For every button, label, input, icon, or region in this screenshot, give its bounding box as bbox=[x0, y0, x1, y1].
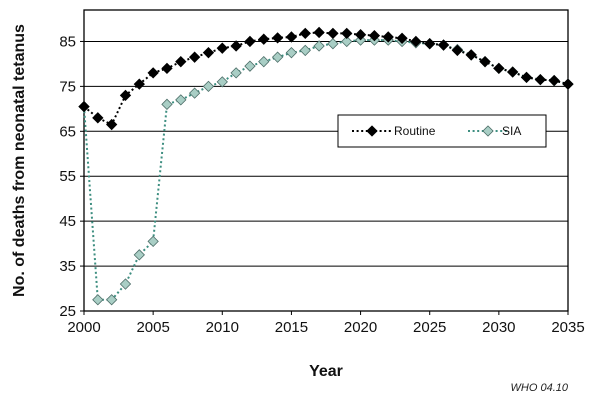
point-routine-2008 bbox=[188, 51, 201, 63]
point-routine-2019 bbox=[341, 27, 353, 40]
point-routine-2014 bbox=[271, 32, 284, 44]
point-routine-2023 bbox=[396, 32, 408, 44]
point-routine-2001 bbox=[92, 112, 104, 124]
point-routine-2002 bbox=[106, 118, 118, 131]
point-sia-2005 bbox=[147, 235, 159, 248]
point-routine-2015 bbox=[285, 31, 298, 43]
series-layer bbox=[78, 26, 574, 306]
gridlines bbox=[84, 40, 568, 267]
legend-marker-routine bbox=[366, 125, 378, 137]
point-sia-2015 bbox=[285, 47, 298, 59]
y-tick-55: 55 bbox=[59, 168, 76, 185]
point-routine-2035 bbox=[562, 78, 574, 90]
point-sia-2019 bbox=[341, 35, 353, 48]
x-tick-2005: 2005 bbox=[136, 319, 169, 336]
x-tick-2030: 2030 bbox=[482, 319, 515, 336]
y-tick-35: 35 bbox=[59, 258, 76, 275]
point-routine-2000 bbox=[78, 100, 90, 113]
point-sia-2017 bbox=[313, 40, 325, 52]
point-sia-2003 bbox=[119, 278, 132, 290]
point-routine-2031 bbox=[507, 66, 519, 78]
point-sia-2014 bbox=[271, 51, 284, 63]
credit-note: WHO 04.10 bbox=[510, 382, 568, 394]
legend-label-routine: Routine bbox=[394, 124, 436, 138]
point-routine-2020 bbox=[354, 29, 367, 41]
point-routine-2030 bbox=[493, 62, 505, 75]
y-tick-75: 75 bbox=[59, 78, 76, 95]
y-tick-85: 85 bbox=[59, 33, 76, 50]
point-routine-2034 bbox=[548, 74, 560, 87]
point-routine-2022 bbox=[382, 31, 394, 43]
point-routine-2018 bbox=[327, 27, 339, 40]
point-routine-2012 bbox=[244, 35, 256, 48]
plot-area bbox=[83, 9, 569, 312]
point-sia-2010 bbox=[216, 76, 228, 88]
y-tick-65: 65 bbox=[59, 123, 76, 140]
x-tick-2025: 2025 bbox=[413, 319, 446, 336]
point-sia-2013 bbox=[258, 56, 270, 68]
y-axis-ticks: 25 35 45 55 65 75 85 bbox=[59, 33, 84, 320]
point-routine-2007 bbox=[175, 56, 187, 68]
series-routine bbox=[78, 26, 574, 131]
point-routine-2033 bbox=[534, 73, 546, 86]
point-routine-2021 bbox=[368, 29, 381, 42]
point-sia-2001 bbox=[92, 294, 104, 306]
y-tick-45: 45 bbox=[59, 213, 76, 230]
point-routine-2027 bbox=[451, 44, 464, 57]
point-routine-2029 bbox=[479, 56, 491, 68]
point-routine-2017 bbox=[313, 26, 325, 39]
point-routine-2016 bbox=[299, 27, 311, 40]
series-line-routine bbox=[83, 31, 569, 126]
point-routine-2003 bbox=[119, 89, 132, 102]
x-axis-label: Year bbox=[309, 363, 343, 380]
x-tick-2000: 2000 bbox=[67, 319, 100, 336]
legend-box bbox=[337, 114, 547, 148]
point-routine-2025 bbox=[424, 38, 436, 50]
point-sia-2011 bbox=[230, 67, 242, 79]
series-line-sia bbox=[83, 39, 569, 301]
point-sia-2006 bbox=[161, 98, 173, 111]
legend-marker-sia bbox=[482, 125, 494, 137]
x-tick-2010: 2010 bbox=[206, 319, 239, 336]
point-routine-2006 bbox=[161, 62, 173, 75]
point-routine-2024 bbox=[410, 35, 422, 48]
point-routine-2026 bbox=[437, 39, 450, 51]
x-axis-ticks: 2000 2005 2010 2015 2020 2025 2030 2035 bbox=[67, 311, 585, 336]
point-sia-2007 bbox=[175, 94, 187, 106]
point-sia-2016 bbox=[299, 44, 311, 57]
point-routine-2005 bbox=[147, 67, 159, 79]
point-sia-2008 bbox=[188, 87, 201, 99]
x-tick-2015: 2015 bbox=[275, 319, 308, 336]
legend: Routine SIA bbox=[337, 114, 547, 148]
point-routine-2009 bbox=[202, 47, 215, 59]
x-tick-2035: 2035 bbox=[551, 319, 584, 336]
point-routine-2028 bbox=[465, 49, 477, 61]
y-axis-label: No. of deaths from neonatal tetanus bbox=[11, 24, 28, 297]
y-tick-25: 25 bbox=[59, 303, 76, 320]
point-sia-2002 bbox=[106, 294, 118, 306]
legend-label-sia: SIA bbox=[502, 124, 521, 138]
point-sia-2009 bbox=[202, 80, 215, 93]
point-routine-2010 bbox=[216, 42, 228, 54]
point-routine-2032 bbox=[520, 71, 533, 84]
point-sia-2018 bbox=[327, 38, 339, 50]
point-sia-2004 bbox=[133, 249, 145, 261]
x-tick-2020: 2020 bbox=[344, 319, 377, 336]
point-routine-2004 bbox=[133, 78, 145, 90]
point-routine-2013 bbox=[258, 33, 270, 45]
point-routine-2011 bbox=[230, 40, 242, 52]
point-sia-2012 bbox=[244, 60, 256, 72]
